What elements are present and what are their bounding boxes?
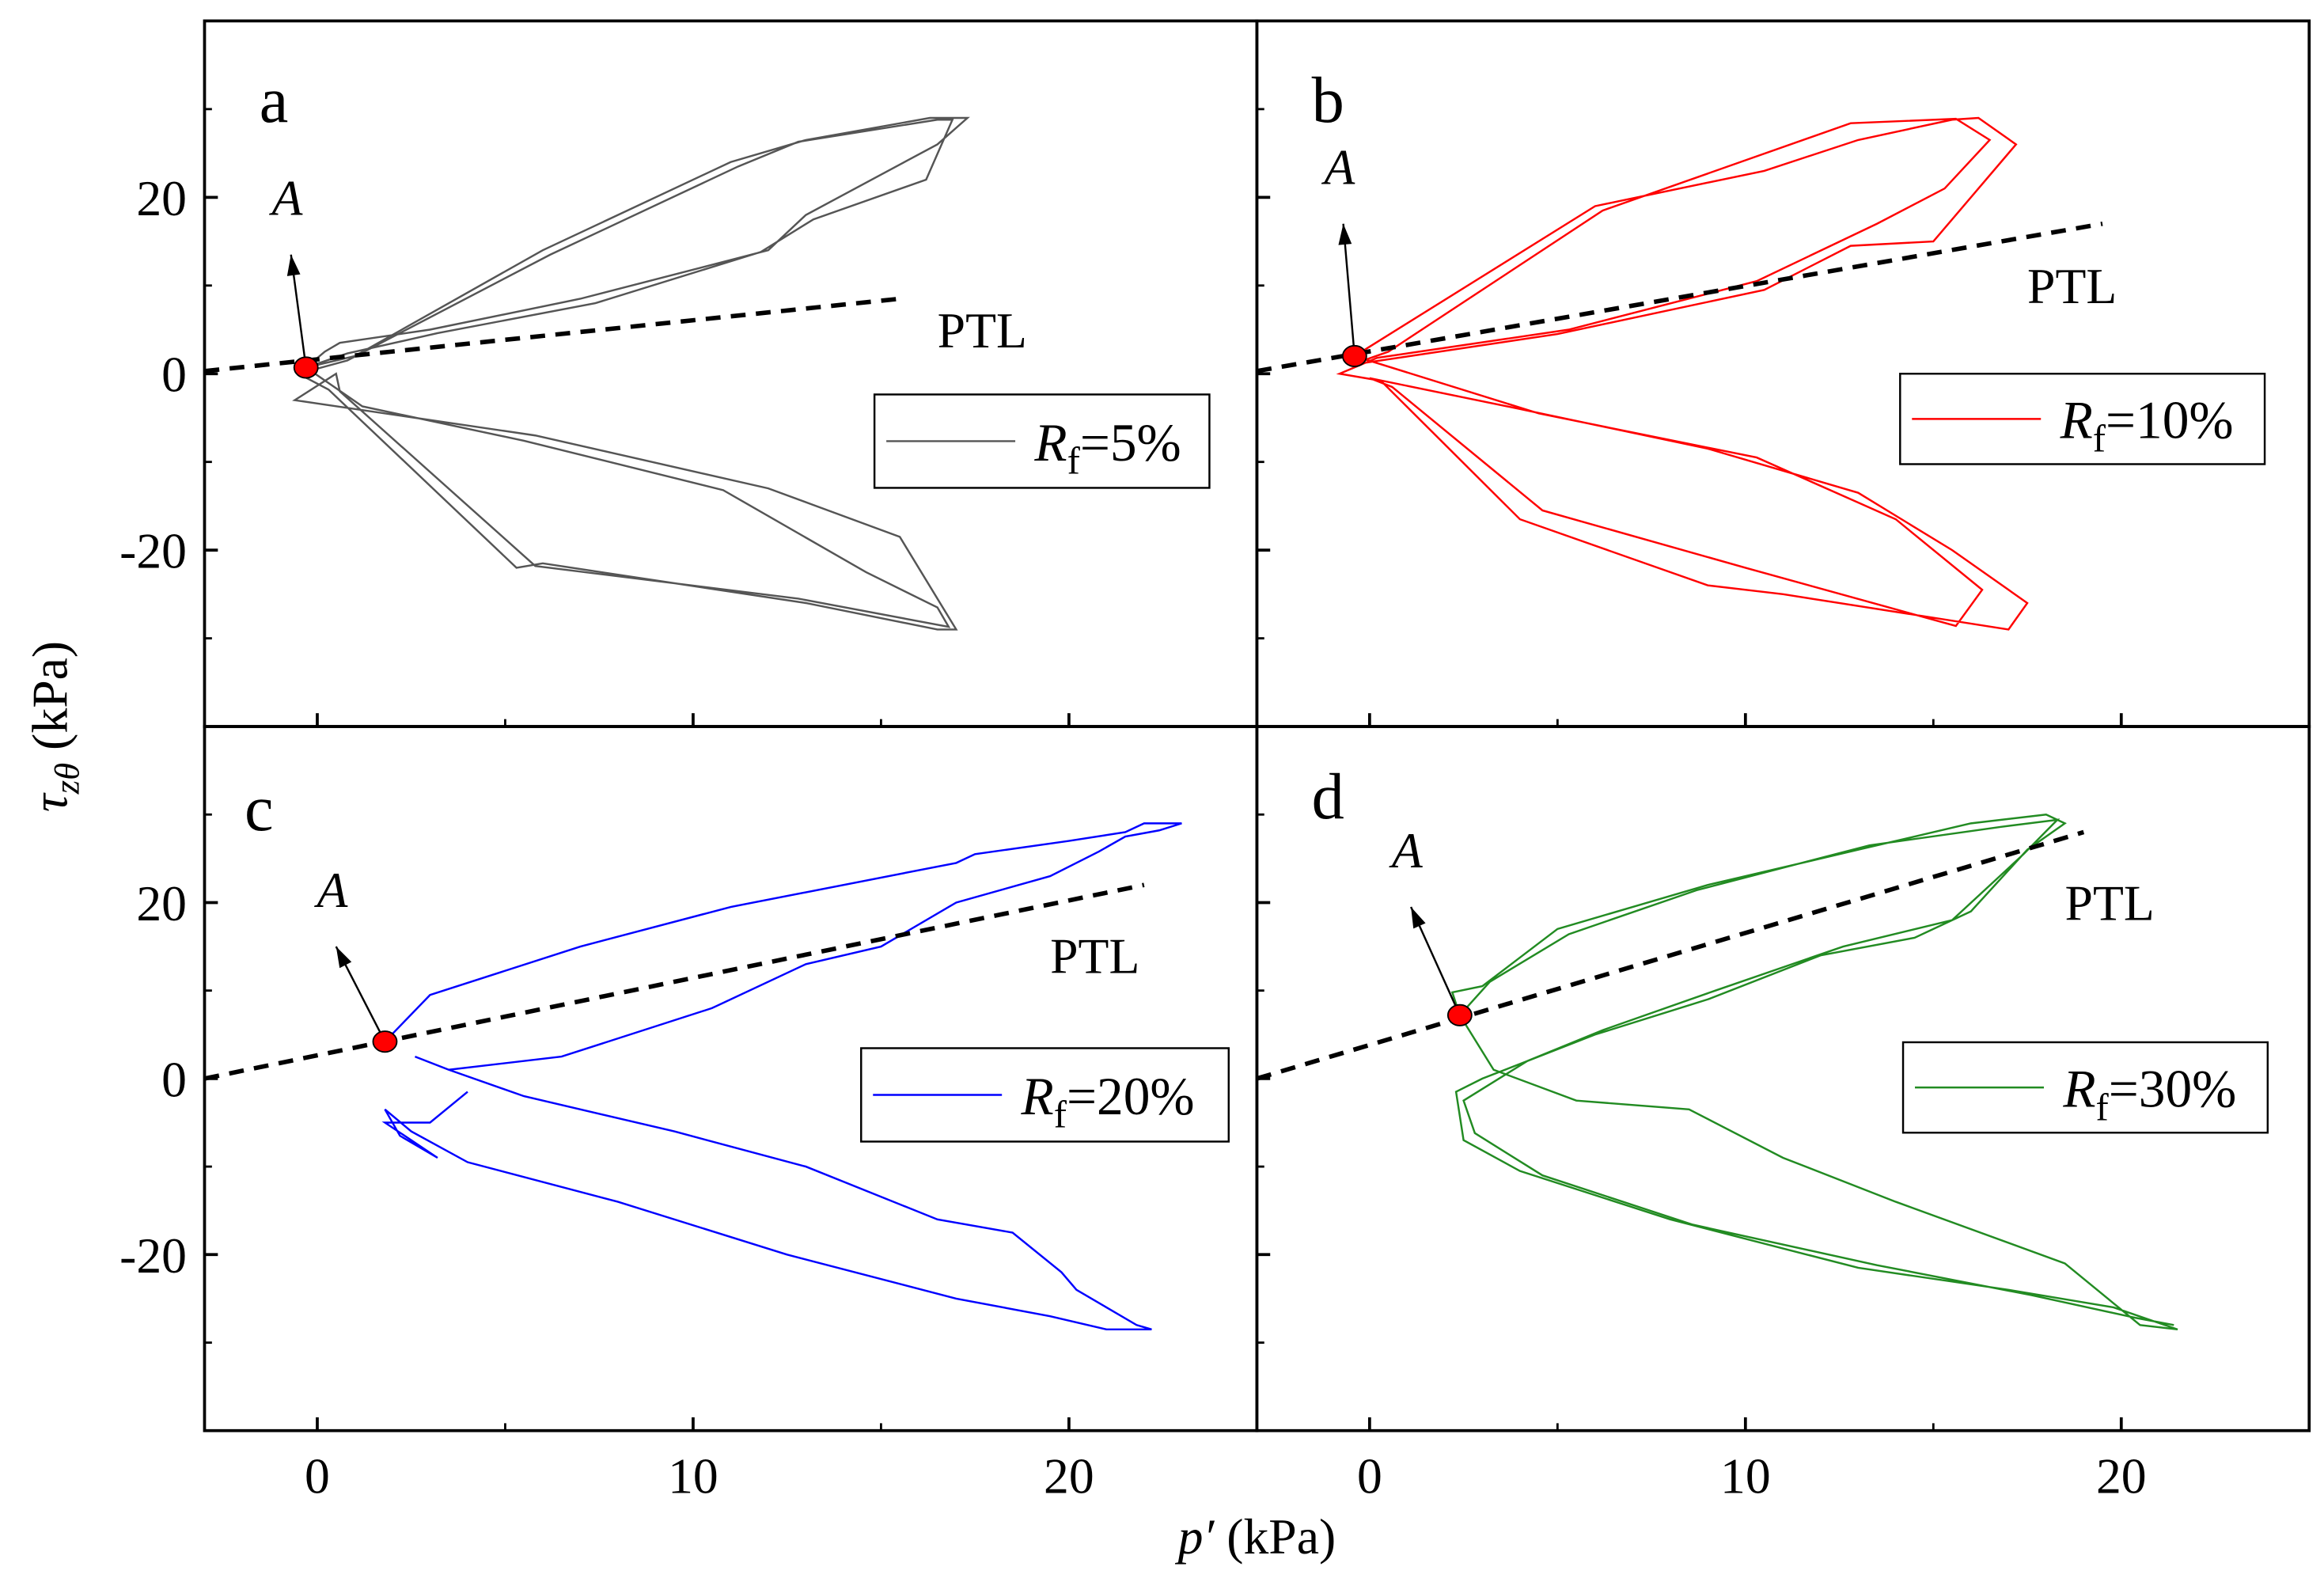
- arrow-head-icon: [336, 947, 352, 969]
- legend-symbol: R: [1021, 1067, 1054, 1126]
- panel-a: -20 0 20 a PTL A Rf=5%: [119, 19, 1259, 728]
- point-a-marker: [372, 1030, 398, 1053]
- legend-subscript: f: [2093, 418, 2106, 461]
- point-a-marker: [1341, 344, 1367, 367]
- point-a-marker: [1446, 1003, 1473, 1026]
- point-a-label: A: [269, 170, 304, 226]
- legend-subscript: f: [1067, 440, 1081, 483]
- series-line: [292, 116, 970, 631]
- point-a-marker: [293, 356, 319, 379]
- y-tick-label: -20: [119, 523, 187, 579]
- legend-label: Rf=30%: [2062, 1059, 2236, 1129]
- legend-label: Rf=10%: [2060, 391, 2234, 461]
- x-tick-label: 0: [305, 1447, 330, 1504]
- legend-label: Rf=5%: [1033, 413, 1181, 483]
- legend: Rf=10%: [1899, 373, 2266, 465]
- arrow-line: [1342, 223, 1356, 357]
- legend-subscript: f: [1054, 1094, 1067, 1136]
- point-a-label: A: [1389, 822, 1424, 878]
- legend-symbol: R: [1033, 413, 1067, 472]
- legend: Rf=5%: [873, 393, 1211, 489]
- panel-b: b PTL A Rf=10%: [1255, 19, 2311, 728]
- ptl-line: [1256, 221, 2103, 374]
- series-line: [1336, 116, 2029, 631]
- series-line: [381, 822, 1182, 1331]
- y-axis-label: τzθ (kPa): [21, 641, 86, 812]
- x-axis-label: p′ (kPa): [1175, 1508, 1336, 1565]
- panel-letter: d: [1312, 761, 1344, 833]
- point-a-label: A: [1321, 139, 1355, 195]
- ptl-line: [203, 882, 1145, 1081]
- panel-letter: c: [245, 772, 274, 844]
- ptl-label: PTL: [2027, 258, 2117, 314]
- x-tick-label: 20: [1044, 1447, 1094, 1504]
- series-line: [1450, 813, 2178, 1331]
- ptl-label: PTL: [1050, 928, 1139, 984]
- ptl-label: PTL: [2065, 875, 2155, 931]
- arrow-head-icon: [1411, 907, 1426, 929]
- legend-symbol: R: [2062, 1059, 2095, 1118]
- legend-value: =10%: [2106, 391, 2234, 450]
- ptl-label: PTL: [938, 302, 1027, 359]
- x-tick-label: 0: [1357, 1447, 1382, 1504]
- ptl-line: [1256, 829, 2085, 1081]
- y-tick-label: 20: [136, 170, 187, 226]
- y-tick-label: 20: [136, 875, 187, 931]
- x-tick-label: 10: [1720, 1447, 1771, 1504]
- panel-letter: a: [260, 64, 289, 136]
- legend-value: =5%: [1080, 413, 1181, 472]
- arrow-head-icon: [1338, 223, 1352, 245]
- panel-c: -20 0 20 0 10 20 c PTL A Rf=20%: [119, 725, 1259, 1504]
- legend-value: =20%: [1067, 1067, 1195, 1126]
- legend-subscript: f: [2096, 1086, 2110, 1129]
- panel-letter: b: [1312, 64, 1344, 136]
- y-tick-label: -20: [119, 1227, 187, 1284]
- arrow-head-icon: [286, 254, 301, 276]
- x-tick-label: 10: [668, 1447, 718, 1504]
- legend: Rf=20%: [860, 1047, 1230, 1143]
- legend-label: Rf=20%: [1021, 1067, 1195, 1136]
- panel-d: 0 10 20 d PTL A Rf=30%: [1255, 725, 2311, 1504]
- plot-frame: [203, 19, 1259, 728]
- ptl-line: [204, 296, 900, 374]
- legend: Rf=30%: [1901, 1041, 2269, 1134]
- y-tick-label: 0: [161, 1051, 187, 1107]
- point-a-label: A: [314, 862, 349, 918]
- y-tick-label: 0: [161, 347, 187, 403]
- x-tick-label: 20: [2096, 1447, 2147, 1504]
- legend-symbol: R: [2060, 391, 2093, 450]
- legend-value: =30%: [2109, 1059, 2237, 1118]
